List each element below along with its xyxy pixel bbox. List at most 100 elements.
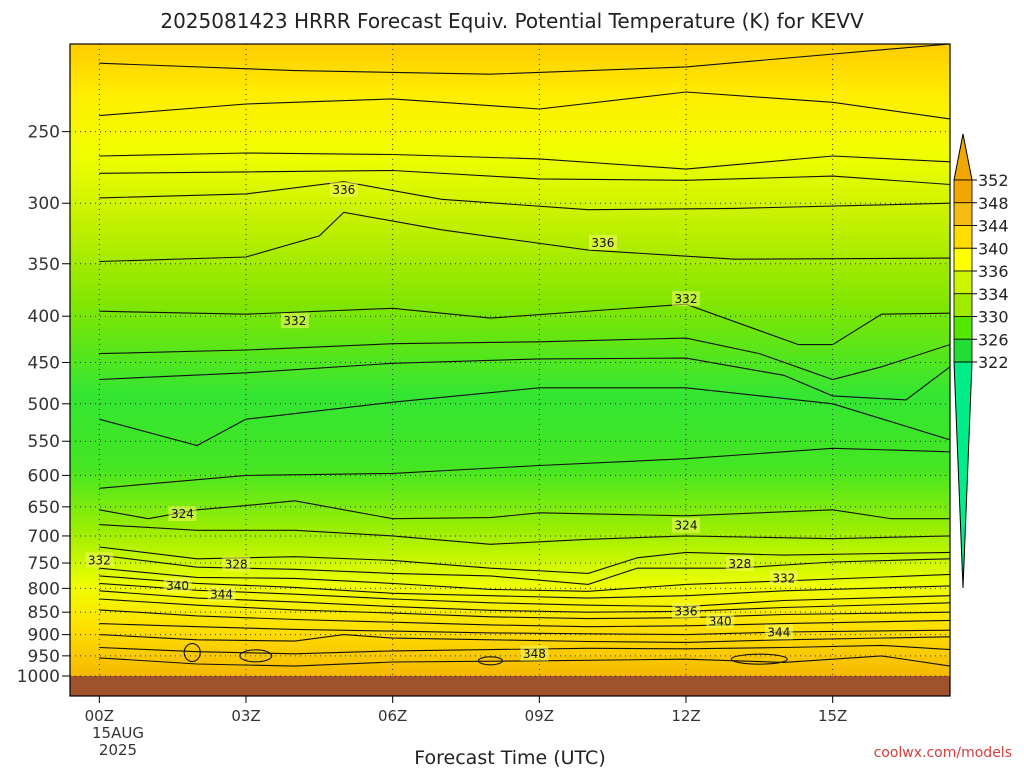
contour-line-2 bbox=[99, 152, 950, 170]
contour-line-12 bbox=[99, 524, 950, 545]
colorbar-label-336: 336 bbox=[978, 262, 1009, 281]
plot-frame bbox=[69, 43, 951, 697]
contour-label-text: 328 bbox=[225, 558, 248, 572]
closed-contour-2 bbox=[477, 656, 503, 666]
colorbar-label-334: 334 bbox=[978, 285, 1009, 304]
contour-label-text: 344 bbox=[210, 588, 233, 602]
colorbar-swatch-5 bbox=[953, 293, 973, 317]
colorbar-label-326: 326 bbox=[978, 330, 1009, 349]
y-tick-label-850: 850 bbox=[28, 603, 60, 623]
y-tick-label-550: 550 bbox=[28, 432, 60, 452]
contour-label-14: 344 bbox=[764, 624, 793, 640]
closed-contour-0 bbox=[183, 642, 201, 663]
contour-label-text: 332 bbox=[88, 553, 111, 567]
contour-label-5: 324 bbox=[672, 517, 700, 533]
contour-line-20 bbox=[99, 609, 950, 628]
grid-lines bbox=[70, 44, 950, 677]
contour-label-text: 324 bbox=[171, 507, 194, 521]
contour-label-bg bbox=[207, 586, 236, 602]
contour-label-text: 348 bbox=[523, 647, 546, 661]
contour-label-text: 336 bbox=[675, 604, 698, 618]
contour-label-text: 344 bbox=[767, 625, 790, 639]
colorbar-label-352: 352 bbox=[978, 171, 1009, 190]
contour-line-21 bbox=[99, 623, 950, 636]
contour-label-bg bbox=[520, 645, 549, 661]
contour-label-bg bbox=[329, 181, 358, 197]
x-tick-label-12Z: 12Z bbox=[671, 707, 700, 725]
contour-label-bg bbox=[769, 570, 798, 586]
contour-line-24 bbox=[99, 655, 950, 667]
x-axis-title: Forecast Time (UTC) bbox=[414, 747, 605, 768]
contour-label-3: 332 bbox=[672, 291, 700, 307]
x-tick-label-15Z: 15Z bbox=[818, 707, 847, 725]
chart-title: 2025081423 HRRR Forecast Equiv. Potentia… bbox=[160, 9, 864, 33]
contour-label-bg bbox=[222, 556, 251, 572]
contour-label-bg bbox=[764, 624, 793, 640]
contour-label-15: 348 bbox=[520, 645, 549, 661]
contour-line-22 bbox=[99, 634, 950, 643]
contour-line-7 bbox=[99, 337, 950, 381]
contour-line-5 bbox=[99, 211, 950, 263]
colorbar-label-330: 330 bbox=[978, 308, 1009, 327]
y-tick-label-900: 900 bbox=[28, 626, 60, 646]
closed-contour-1 bbox=[239, 649, 273, 663]
x-axis: 00Z 03Z 06Z 09Z 12Z 15Z bbox=[85, 696, 847, 725]
contour-label-13: 340 bbox=[706, 613, 735, 629]
contour-label-1: 336 bbox=[588, 235, 617, 251]
contour-label-text: 324 bbox=[675, 519, 698, 533]
contour-label-text: 336 bbox=[591, 236, 614, 250]
contour-label-bg bbox=[280, 313, 309, 329]
contour-label-9: 332 bbox=[769, 570, 798, 586]
contour-label-2: 332 bbox=[280, 313, 309, 329]
y-tick-label-400: 400 bbox=[28, 307, 60, 327]
contour-label-text: 328 bbox=[728, 557, 751, 571]
ground-band bbox=[70, 676, 950, 696]
x-date-year: 2025 bbox=[99, 741, 137, 759]
x-tick-label-09Z: 09Z bbox=[525, 707, 554, 725]
plot-area: 336 336 332 332 324 324 332 328 328 332 340 344 336 3… bbox=[70, 44, 950, 696]
contour-label-bg bbox=[85, 552, 114, 568]
contour-line-15 bbox=[99, 567, 950, 592]
contour-label-text: 332 bbox=[772, 571, 795, 585]
contour-line-3 bbox=[99, 169, 950, 186]
y-tick-label-600: 600 bbox=[28, 466, 60, 486]
contour-label-4: 324 bbox=[168, 506, 197, 522]
contour-label-bg bbox=[725, 556, 754, 572]
y-axis: 250 300 350 400 450 500 550 600 650 700 750 800 850 9… bbox=[17, 123, 70, 687]
contour-label-text: 340 bbox=[166, 579, 189, 593]
contour-line-10 bbox=[99, 447, 950, 489]
contour-label-bg bbox=[163, 577, 192, 593]
contour-label-6: 332 bbox=[85, 552, 114, 568]
colorbar-swatch-0 bbox=[953, 179, 973, 204]
y-tick-label-950: 950 bbox=[28, 647, 60, 667]
colorbar-swatch-7 bbox=[953, 338, 973, 363]
credit-text: coolwx.com/models bbox=[874, 745, 1012, 761]
colorbar-label-322: 322 bbox=[978, 353, 1009, 372]
closed-contour-3 bbox=[730, 653, 788, 665]
contour-label-0: 336 bbox=[329, 181, 358, 197]
colorbar-swatch-6 bbox=[953, 316, 973, 340]
contour-label-bg bbox=[706, 613, 735, 629]
colorbar-label-348: 348 bbox=[978, 194, 1009, 213]
contour-label-text: 336 bbox=[332, 183, 355, 197]
contour-line-8 bbox=[99, 357, 950, 401]
contour-lines bbox=[99, 44, 950, 667]
colorbar-top-arrow bbox=[953, 133, 973, 181]
colorbar-bottom-arrow bbox=[953, 361, 973, 589]
y-tick-label-800: 800 bbox=[28, 579, 60, 599]
contour-label-bg bbox=[168, 506, 197, 522]
y-tick-label-300: 300 bbox=[28, 194, 60, 214]
contour-label-bg bbox=[672, 291, 700, 307]
colorbar-swatch-2 bbox=[953, 225, 973, 249]
colorbar: 352 348 344 340 336 334 330 326 322 bbox=[953, 133, 1009, 589]
x-tick-label-06Z: 06Z bbox=[378, 707, 407, 725]
x-tick-label-00Z: 00Z bbox=[85, 707, 114, 725]
contour-label-bg bbox=[588, 235, 617, 251]
contour-label-12: 336 bbox=[672, 603, 700, 619]
x-date-day: 15AUG bbox=[92, 724, 144, 742]
colorbar-swatch-3 bbox=[953, 247, 973, 272]
contour-line-19 bbox=[99, 598, 950, 620]
y-tick-label-1000: 1000 bbox=[17, 667, 60, 687]
y-tick-label-500: 500 bbox=[28, 395, 60, 415]
